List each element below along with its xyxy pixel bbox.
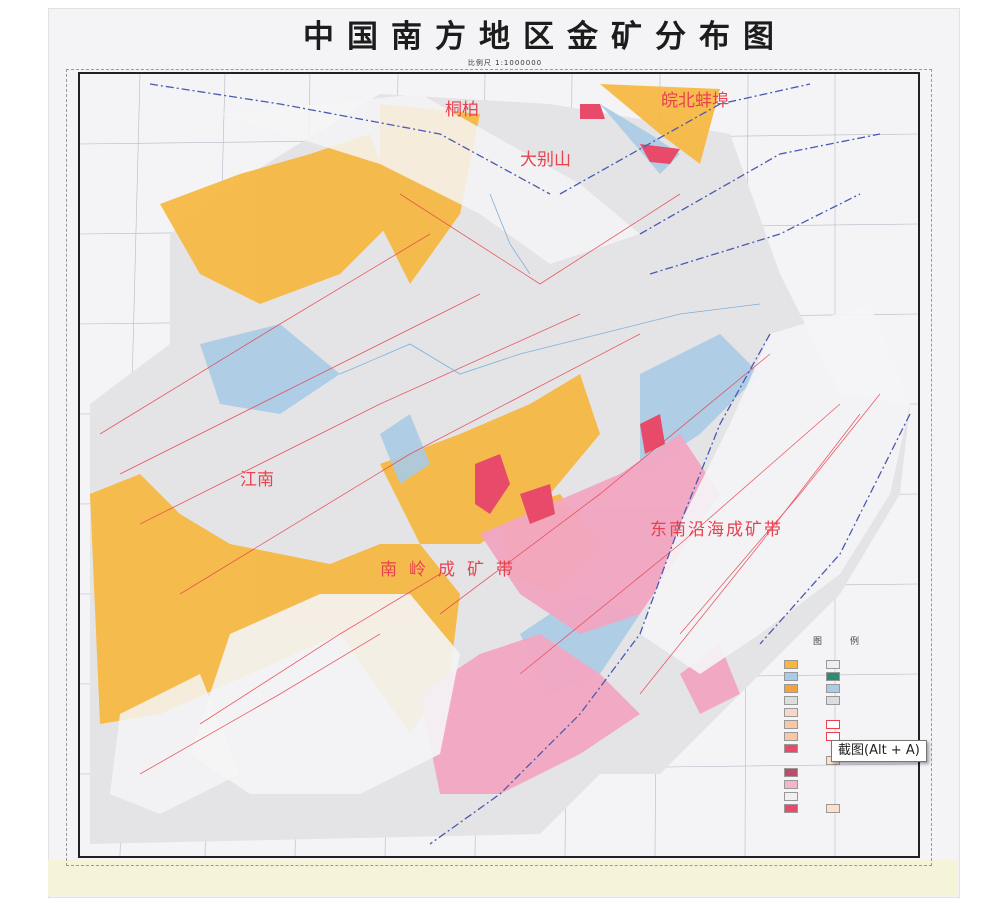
legend-swatch (826, 804, 840, 813)
rivers (339, 193, 761, 375)
screenshot-tooltip: 截图(Alt + A) (831, 740, 927, 762)
map-frame (78, 72, 920, 858)
legend-swatch (784, 660, 798, 669)
legend-swatch (784, 780, 798, 789)
geologic-map (80, 74, 918, 856)
region-label-dongnan: 东南沿海成矿带 (650, 520, 783, 540)
legend-swatch (826, 660, 840, 669)
red-units (475, 104, 680, 524)
region-label-wanbei: 皖北蚌埠 (661, 91, 729, 111)
region-label-tongbai: 桐柏 (445, 100, 479, 120)
legend-swatch (784, 732, 798, 741)
fault-lines (99, 193, 881, 775)
legend-swatch (784, 744, 798, 753)
legend-swatch (826, 696, 840, 705)
pink-units (420, 434, 740, 794)
map-scale: 比例尺 1:1000000 (467, 59, 543, 67)
legend-swatch (784, 684, 798, 693)
legend-swatch (784, 720, 798, 729)
legend-heading-right: 例 (850, 637, 860, 647)
legend-swatch (784, 792, 798, 801)
legend-swatch (826, 672, 840, 681)
legend-swatch (826, 684, 840, 693)
legend-swatch (784, 696, 798, 705)
map-outer-border (66, 69, 932, 866)
legend-swatch (784, 804, 798, 813)
legend-heading-left: 图 (813, 637, 823, 647)
white-blocks (110, 94, 910, 814)
legend-swatch (784, 672, 798, 681)
region-label-dabieshan: 大别山 (520, 150, 571, 170)
map-legend: 图 例 (780, 632, 890, 813)
legend-swatch (826, 720, 840, 729)
region-label-huanan: 南岭成矿带 (380, 560, 525, 580)
map-title: 中国南方地区金矿分布图 (303, 19, 787, 55)
sheet-edge (48, 860, 958, 896)
legend-swatch (784, 708, 798, 717)
tectonic-boundaries (149, 83, 911, 845)
region-label-jiangnan: 江南 (240, 470, 274, 490)
legend-swatch (784, 768, 798, 777)
